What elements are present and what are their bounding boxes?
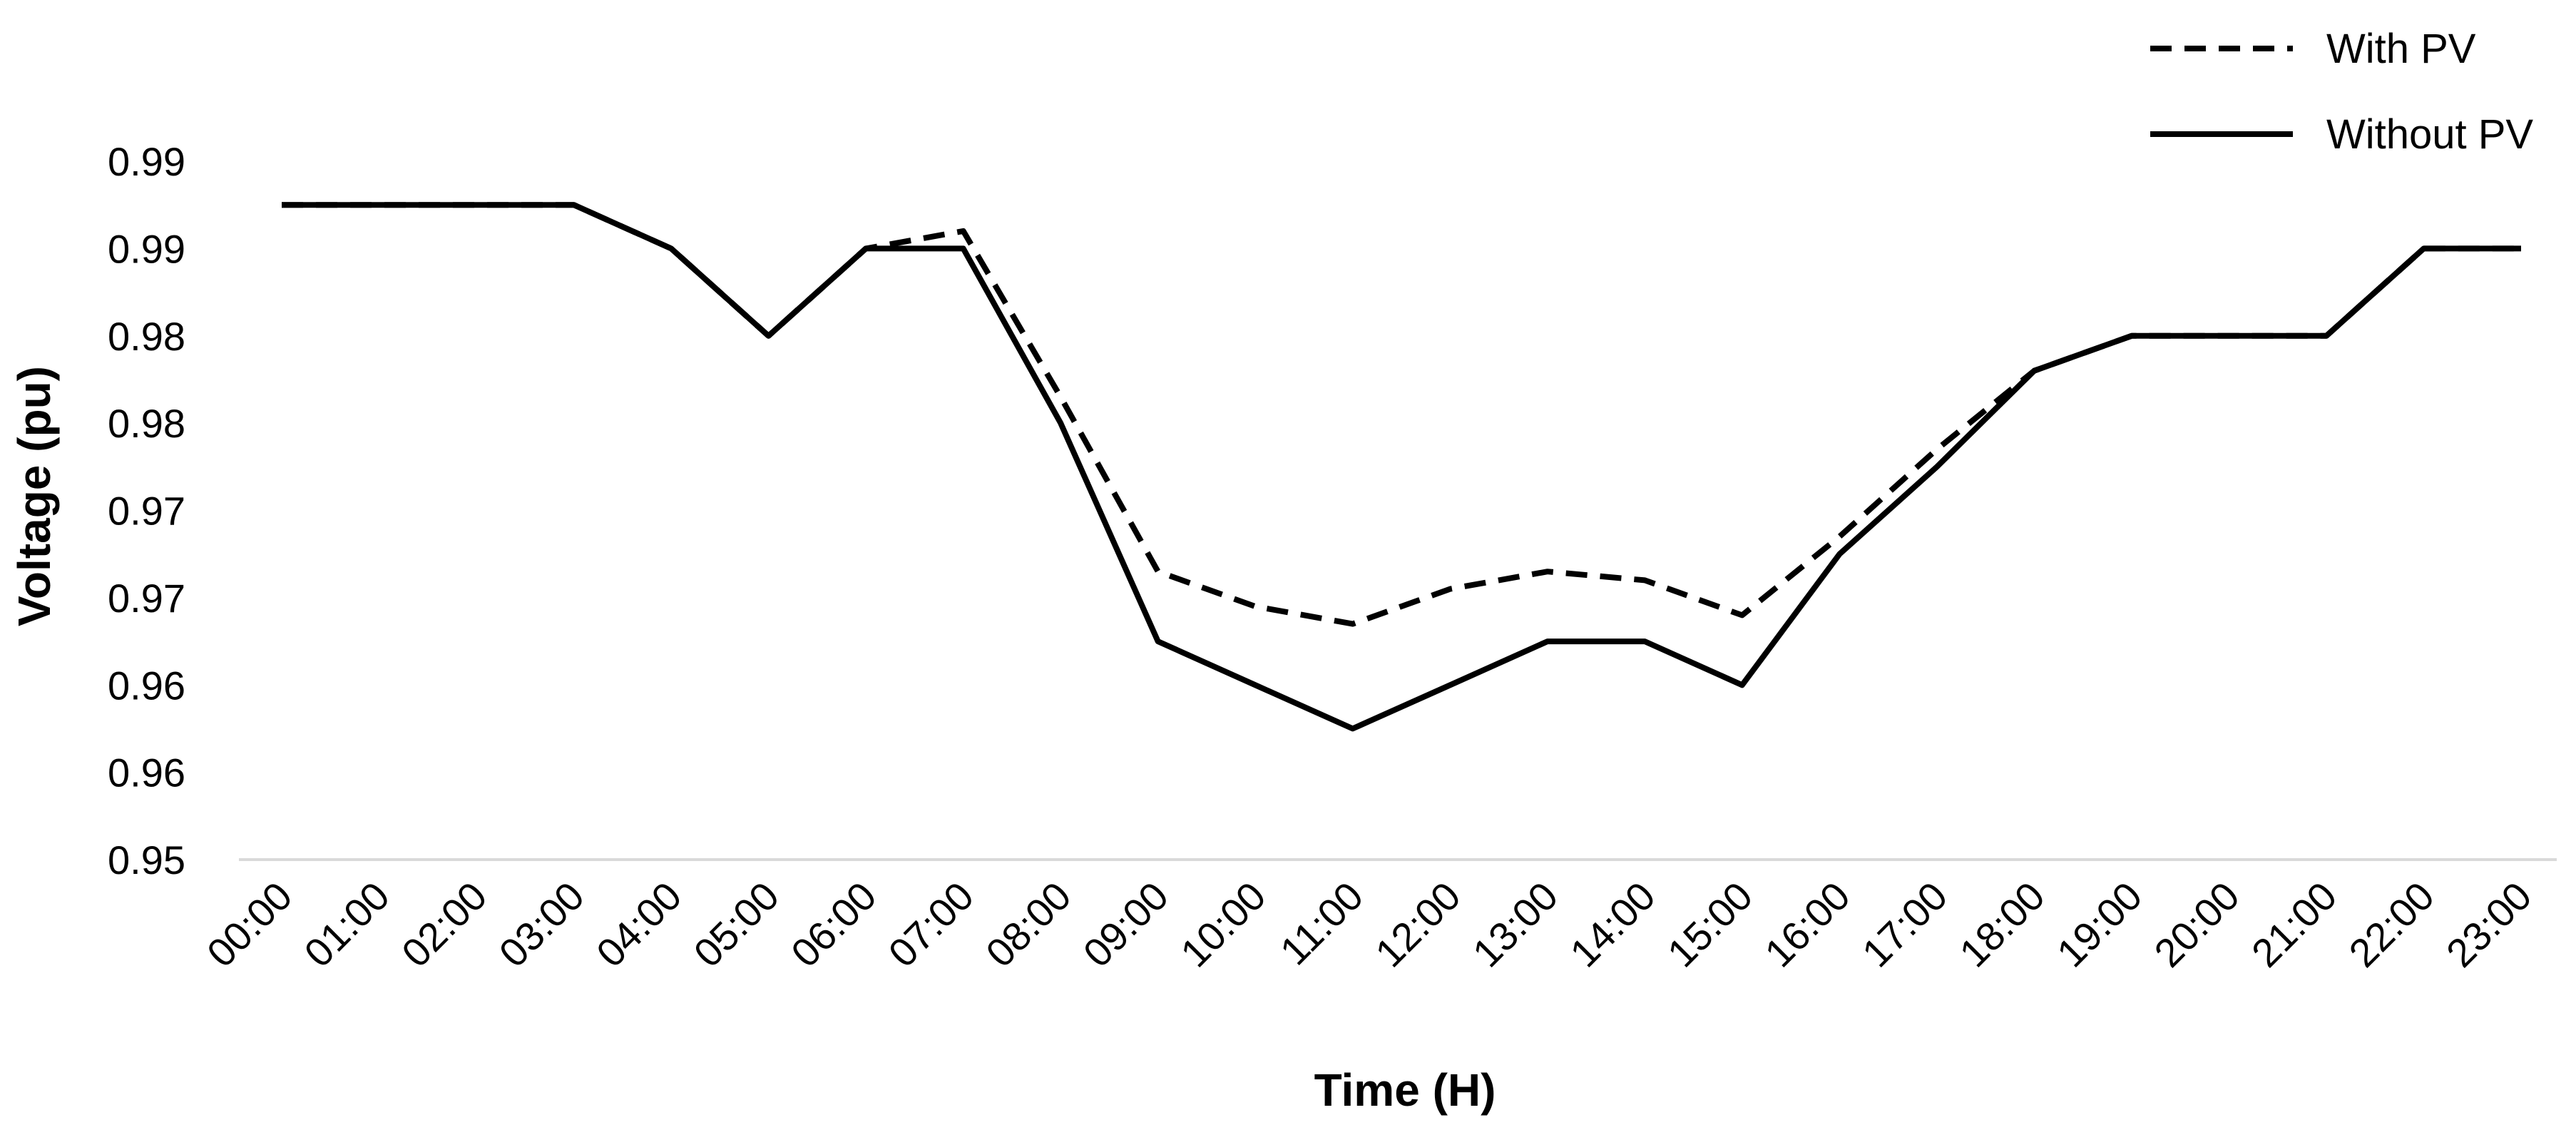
x-axis-title: Time (H) bbox=[1314, 1064, 1496, 1116]
y-tick-label: 0.97 bbox=[108, 576, 185, 621]
x-tick-label: 05:00 bbox=[685, 873, 787, 976]
x-tick-label: 07:00 bbox=[879, 873, 982, 976]
legend-label: Without PV bbox=[2326, 111, 2533, 158]
y-tick-label: 0.96 bbox=[108, 663, 185, 708]
series-layer bbox=[282, 202, 2521, 732]
x-tick-label: 01:00 bbox=[295, 873, 398, 976]
x-tick-label: 17:00 bbox=[1854, 873, 1956, 976]
x-tick-label: 09:00 bbox=[1075, 873, 1177, 976]
x-tick-label: 11:00 bbox=[1272, 873, 1372, 974]
x-tick-label: 18:00 bbox=[1951, 873, 2053, 976]
y-tick-label: 0.95 bbox=[108, 838, 185, 882]
x-tick-label: 14:00 bbox=[1561, 873, 1664, 976]
x-tick-label: 12:00 bbox=[1366, 873, 1469, 976]
x-axis-ticks: 00:0001:0002:0003:0004:0005:0006:0007:00… bbox=[198, 873, 2540, 976]
y-tick-label: 0.98 bbox=[108, 314, 185, 359]
x-tick-label: 22:00 bbox=[2340, 873, 2443, 976]
x-tick-label: 00:00 bbox=[198, 873, 301, 976]
legend: With PV Without PV bbox=[2150, 26, 2533, 158]
series-line-without-pv bbox=[282, 202, 2521, 732]
y-axis-title: Voltage (pu) bbox=[9, 366, 60, 626]
x-tick-label: 19:00 bbox=[2048, 873, 2151, 976]
x-tick-label: 13:00 bbox=[1464, 873, 1567, 976]
series-line-with-pv bbox=[282, 202, 2521, 627]
x-tick-label: 02:00 bbox=[393, 873, 496, 976]
y-tick-label: 0.99 bbox=[108, 139, 185, 184]
y-tick-label: 0.98 bbox=[108, 401, 185, 446]
x-tick-label: 10:00 bbox=[1172, 873, 1274, 976]
y-tick-label: 0.97 bbox=[108, 489, 185, 534]
y-axis-ticks: 0.95 0.96 0.96 0.97 0.97 0.98 0.98 0.99 0.99 bbox=[108, 139, 185, 882]
x-tick-label: 23:00 bbox=[2438, 873, 2540, 976]
x-tick-label: 06:00 bbox=[782, 873, 885, 976]
x-tick-label: 15:00 bbox=[1659, 873, 1762, 976]
x-tick-label: 08:00 bbox=[977, 873, 1080, 976]
x-tick-label: 16:00 bbox=[1756, 873, 1859, 976]
x-tick-label: 21:00 bbox=[2243, 873, 2346, 976]
x-tick-label: 20:00 bbox=[2145, 873, 2248, 976]
y-tick-label: 0.96 bbox=[108, 750, 185, 795]
x-tick-label: 04:00 bbox=[588, 873, 690, 976]
legend-label: With PV bbox=[2326, 26, 2476, 72]
x-tick-label: 03:00 bbox=[490, 873, 593, 976]
y-tick-label: 0.99 bbox=[108, 226, 185, 271]
